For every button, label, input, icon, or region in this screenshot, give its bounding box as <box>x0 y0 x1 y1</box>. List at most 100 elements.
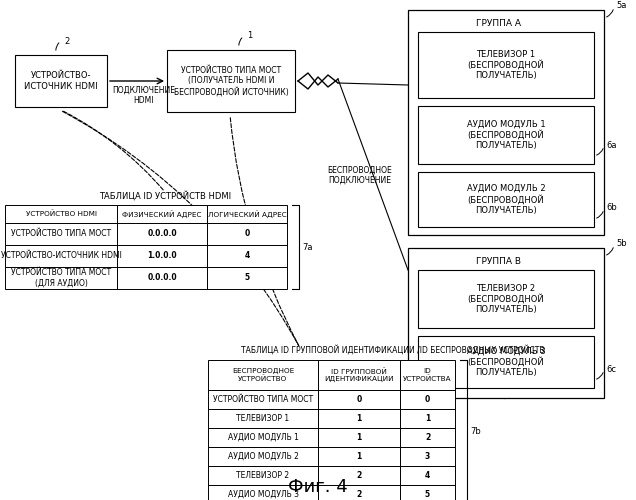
Bar <box>5 223 117 245</box>
Bar <box>408 248 604 398</box>
Text: 5b: 5b <box>616 240 626 248</box>
Bar <box>400 360 455 390</box>
Text: АУДИО МОДУЛЬ 3
(БЕСПРОВОДНОЙ
ПОЛУЧАТЕЛЬ): АУДИО МОДУЛЬ 3 (БЕСПРОВОДНОЙ ПОЛУЧАТЕЛЬ) <box>467 346 546 378</box>
Text: 0.0.0.0: 0.0.0.0 <box>147 274 177 282</box>
FancyArrowPatch shape <box>64 112 163 190</box>
Bar <box>418 172 594 227</box>
Text: УСТРОЙСТВО HDMI: УСТРОЙСТВО HDMI <box>25 210 97 218</box>
Text: 7b: 7b <box>470 428 481 436</box>
Bar <box>208 409 318 428</box>
Text: ПОДКЛЮЧЕНИЕ
HDMI: ПОДКЛЮЧЕНИЕ HDMI <box>112 86 175 104</box>
Bar <box>15 55 107 107</box>
Bar <box>117 205 207 223</box>
Text: 4: 4 <box>244 252 249 260</box>
Bar <box>5 205 117 223</box>
Bar <box>208 485 318 500</box>
Text: 2: 2 <box>356 471 362 480</box>
Bar <box>400 428 455 447</box>
Bar <box>318 390 400 409</box>
Text: ТАБЛИЦА ID УСТРОЙСТВ HDMI: ТАБЛИЦА ID УСТРОЙСТВ HDMI <box>99 191 231 201</box>
Text: 5: 5 <box>425 490 430 499</box>
FancyArrowPatch shape <box>230 118 299 346</box>
Bar <box>400 390 455 409</box>
Text: АУДИО МОДУЛЬ 2: АУДИО МОДУЛЬ 2 <box>228 452 298 461</box>
Bar <box>207 267 287 289</box>
Bar <box>418 106 594 164</box>
Text: 2: 2 <box>64 36 69 46</box>
Bar <box>208 447 318 466</box>
Text: 5: 5 <box>244 274 249 282</box>
Text: 6b: 6b <box>606 204 617 212</box>
Bar <box>318 447 400 466</box>
Text: УСТРОЙСТВО ТИПА МОСТ
(ДЛЯ АУДИО): УСТРОЙСТВО ТИПА МОСТ (ДЛЯ АУДИО) <box>11 268 111 287</box>
Text: 1: 1 <box>356 433 362 442</box>
Text: УСТРОЙСТВО ТИПА МОСТ: УСТРОЙСТВО ТИПА МОСТ <box>11 230 111 238</box>
Text: АУДИО МОДУЛЬ 1
(БЕСПРОВОДНОЙ
ПОЛУЧАТЕЛЬ): АУДИО МОДУЛЬ 1 (БЕСПРОВОДНОЙ ПОЛУЧАТЕЛЬ) <box>467 120 545 150</box>
Text: 5а: 5а <box>616 2 626 11</box>
Bar <box>117 223 207 245</box>
Text: АУДИО МОДУЛЬ 1: АУДИО МОДУЛЬ 1 <box>228 433 298 442</box>
Text: 1: 1 <box>356 414 362 423</box>
Bar <box>5 245 117 267</box>
Text: Фиг. 4: Фиг. 4 <box>288 478 348 496</box>
Text: 0: 0 <box>244 230 249 238</box>
Text: 3: 3 <box>425 452 430 461</box>
Bar <box>208 360 318 390</box>
Bar <box>408 10 604 235</box>
Bar <box>208 390 318 409</box>
Text: БЕСПРОВОДНОЕ
УСТРОЙСТВО: БЕСПРОВОДНОЕ УСТРОЙСТВО <box>232 368 294 382</box>
Text: ТЕЛЕВИЗОР 1
(БЕСПРОВОДНОЙ
ПОЛУЧАТЕЛЬ): ТЕЛЕВИЗОР 1 (БЕСПРОВОДНОЙ ПОЛУЧАТЕЛЬ) <box>467 50 544 80</box>
Text: ID
УСТРОЙСТВА: ID УСТРОЙСТВА <box>403 368 452 382</box>
Text: ID ГРУППОВОЙ
ИДЕНТИФИКАЦИИ: ID ГРУППОВОЙ ИДЕНТИФИКАЦИИ <box>324 368 394 382</box>
Text: ТЕЛЕВИЗОР 1: ТЕЛЕВИЗОР 1 <box>237 414 289 423</box>
Text: 2: 2 <box>356 490 362 499</box>
Text: 6c: 6c <box>606 364 616 374</box>
Bar <box>318 466 400 485</box>
Text: 2: 2 <box>425 433 430 442</box>
Bar <box>418 32 594 98</box>
Bar <box>117 267 207 289</box>
Text: УСТРОЙСТВО-
ИСТОЧНИК HDMI: УСТРОЙСТВО- ИСТОЧНИК HDMI <box>24 72 98 90</box>
Bar <box>400 409 455 428</box>
Bar <box>318 360 400 390</box>
Text: 1: 1 <box>247 32 252 40</box>
FancyArrowPatch shape <box>62 112 299 346</box>
Text: УСТРОЙСТВО ТИПА МОСТ
(ПОЛУЧАТЕЛЬ HDMI И
БЕСПРОВОДНОЙ ИСТОЧНИК): УСТРОЙСТВО ТИПА МОСТ (ПОЛУЧАТЕЛЬ HDMI И … <box>174 66 288 96</box>
Text: 6а: 6а <box>606 140 616 149</box>
Text: 1: 1 <box>425 414 430 423</box>
Bar <box>117 245 207 267</box>
Text: 0.0.0.0: 0.0.0.0 <box>147 230 177 238</box>
Text: 0: 0 <box>356 395 362 404</box>
Bar <box>208 428 318 447</box>
Bar <box>400 466 455 485</box>
Bar <box>207 205 287 223</box>
Bar <box>167 50 295 112</box>
Text: ТАБЛИЦА ID ГРУППОВОЙ ИДЕНТИФИКАЦИИ /ID БЕСПРОВОДНЫХ УСТРОЙСТВ: ТАБЛИЦА ID ГРУППОВОЙ ИДЕНТИФИКАЦИИ /ID Б… <box>241 345 545 355</box>
Text: ТЕЛЕВИЗОР 2
(БЕСПРОВОДНОЙ
ПОЛУЧАТЕЛЬ): ТЕЛЕВИЗОР 2 (БЕСПРОВОДНОЙ ПОЛУЧАТЕЛЬ) <box>467 284 544 314</box>
Bar <box>400 447 455 466</box>
Text: ТЕЛЕВИЗОР 2: ТЕЛЕВИЗОР 2 <box>237 471 289 480</box>
Text: АУДИО МОДУЛЬ 2
(БЕСПРОВОДНОЙ
ПОЛУЧАТЕЛЬ): АУДИО МОДУЛЬ 2 (БЕСПРОВОДНОЙ ПОЛУЧАТЕЛЬ) <box>467 184 545 215</box>
Text: БЕСПРОВОДНОЕ
ПОДКЛЮЧЕНИЕ: БЕСПРОВОДНОЕ ПОДКЛЮЧЕНИЕ <box>328 166 392 184</box>
Text: 7а: 7а <box>302 242 312 252</box>
Bar <box>208 466 318 485</box>
Bar <box>318 409 400 428</box>
Bar <box>5 267 117 289</box>
Bar <box>418 336 594 388</box>
Text: 1: 1 <box>356 452 362 461</box>
Text: ГРУППА В: ГРУППА В <box>476 258 520 266</box>
Text: 1.0.0.0: 1.0.0.0 <box>147 252 177 260</box>
Bar <box>400 485 455 500</box>
Text: ФИЗИЧЕСКИЙ АДРЕС: ФИЗИЧЕСКИЙ АДРЕС <box>122 210 202 218</box>
Bar <box>418 270 594 328</box>
Text: УСТРОЙСТВО-ИСТОЧНИК HDMI: УСТРОЙСТВО-ИСТОЧНИК HDMI <box>1 252 121 260</box>
Text: АУДИО МОДУЛЬ 3: АУДИО МОДУЛЬ 3 <box>228 490 298 499</box>
Text: ГРУППА А: ГРУППА А <box>476 20 520 28</box>
FancyArrowPatch shape <box>432 348 504 399</box>
Bar <box>318 428 400 447</box>
Text: 4: 4 <box>425 471 430 480</box>
Bar <box>207 245 287 267</box>
Text: УСТРОЙСТВО ТИПА МОСТ: УСТРОЙСТВО ТИПА МОСТ <box>213 395 313 404</box>
Text: 0: 0 <box>425 395 430 404</box>
Bar <box>318 485 400 500</box>
